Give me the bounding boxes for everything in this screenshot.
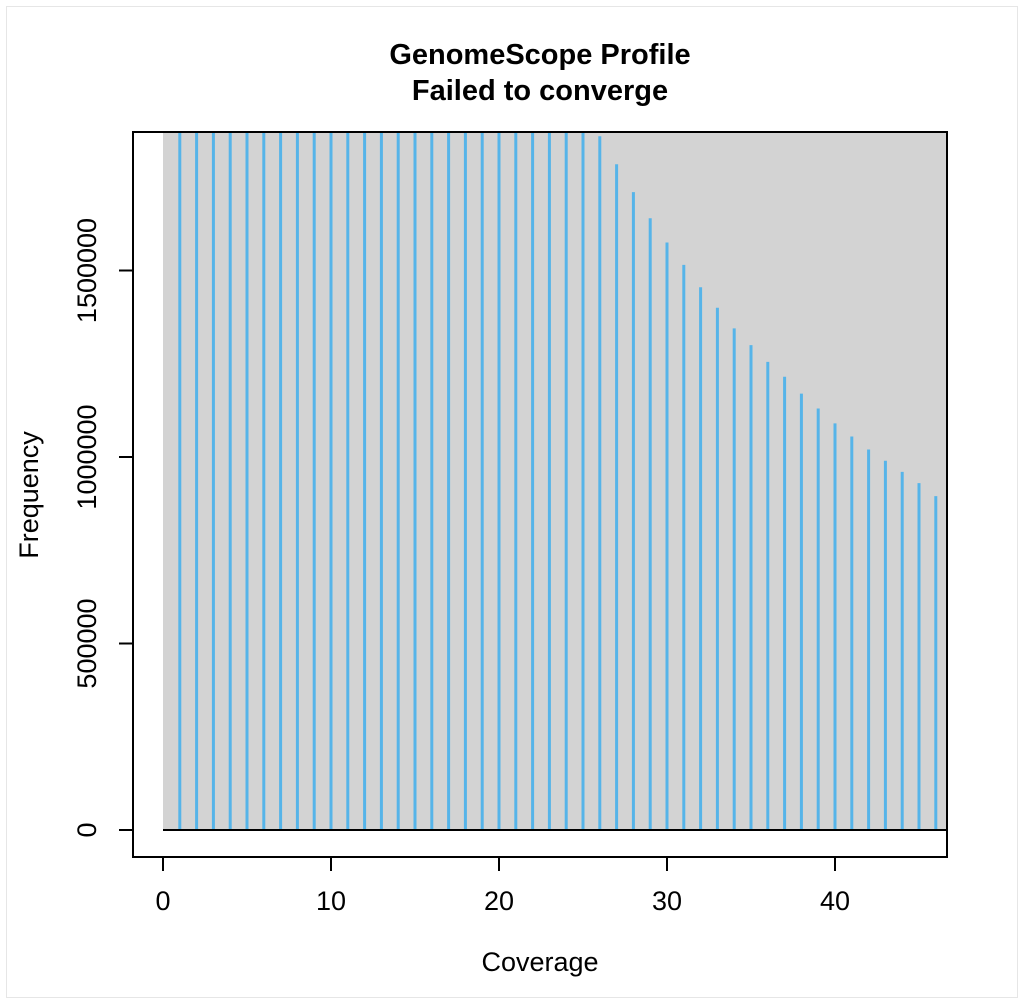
y-axis-label: Frequency [14, 431, 44, 559]
chart-title: GenomeScope Profile [389, 39, 690, 71]
chart-subtitle: Failed to converge [412, 75, 668, 107]
x-tick-label-40: 40 [820, 886, 850, 916]
y-tick-label-0: 0 [72, 822, 102, 837]
plot-background [163, 132, 947, 830]
y-tick-label-1500000: 1500000 [72, 218, 102, 323]
x-axis-label: Coverage [481, 947, 598, 977]
y-tick-label-500000: 500000 [72, 598, 102, 688]
x-tick-label-10: 10 [316, 886, 346, 916]
x-tick-label-0: 0 [155, 886, 170, 916]
x-tick-label-30: 30 [652, 886, 682, 916]
x-tick-label-20: 20 [484, 886, 514, 916]
y-tick-label-1000000: 1000000 [72, 404, 102, 509]
